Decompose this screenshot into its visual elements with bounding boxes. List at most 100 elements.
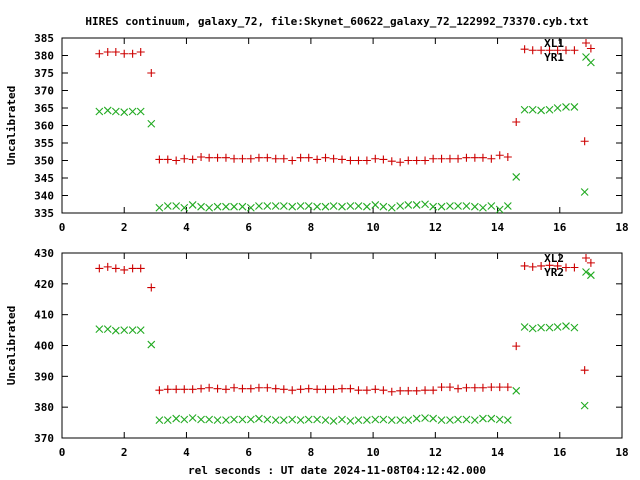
- data-point-xl2: [188, 385, 197, 394]
- x-tick-label-1: 8: [308, 221, 315, 234]
- data-point-xl2: [362, 386, 371, 395]
- x-tick-label-2: 4: [183, 446, 190, 459]
- data-point-yr1: [570, 103, 579, 111]
- data-point-xl1: [120, 49, 129, 58]
- data-point-xl1: [570, 46, 579, 55]
- data-point-yr2: [213, 416, 222, 425]
- data-point-xl2: [304, 384, 313, 393]
- data-point-yr1: [222, 202, 230, 211]
- data-point-xl2: [429, 386, 438, 395]
- data-point-xl2: [462, 383, 471, 392]
- data-point-yr1: [111, 107, 120, 116]
- data-point-xl2: [230, 383, 239, 392]
- legend-marker-xl1: [582, 39, 590, 47]
- data-point-yr1: [188, 201, 197, 209]
- data-point-yr2: [371, 415, 380, 424]
- data-point-xl2: [512, 342, 521, 351]
- data-point-yr1: [346, 202, 355, 210]
- x-tick-label-1: 6: [245, 221, 252, 234]
- data-point-yr1: [338, 202, 346, 211]
- data-point-yr2: [479, 414, 487, 423]
- data-point-xl1: [387, 157, 396, 166]
- data-point-yr2: [462, 415, 471, 424]
- data-point-xl1: [163, 155, 172, 164]
- plot-panels: 0 2 4 6 8 10 12 14 16 18 335 340 345 350 355 360 365 370 3…: [5, 32, 629, 459]
- x-tick-label-2: 2: [121, 446, 128, 459]
- data-point-yr1: [437, 202, 446, 211]
- data-point-yr2: [288, 415, 297, 424]
- data-point-yr1: [95, 107, 104, 116]
- data-point-yr1: [197, 202, 205, 211]
- data-point-xl2: [197, 384, 206, 393]
- data-point-yr2: [429, 414, 438, 423]
- data-point-xl1: [128, 49, 137, 58]
- data-point-yr2: [412, 414, 421, 423]
- data-point-yr1: [288, 202, 297, 211]
- data-point-yr1: [230, 202, 238, 211]
- data-point-xl1: [155, 155, 164, 164]
- data-point-yr2: [128, 326, 137, 334]
- data-point-xl2: [120, 265, 129, 274]
- x-tick-label-2: 14: [491, 446, 505, 459]
- data-point-xl1: [354, 156, 363, 165]
- data-point-yr1: [495, 205, 504, 214]
- data-point-xl2: [503, 383, 512, 392]
- data-point-yr2: [172, 414, 181, 423]
- y-tick-label-1: 350: [34, 155, 54, 168]
- data-point-xl1: [254, 153, 263, 162]
- data-point-xl1: [296, 153, 305, 162]
- data-point-yr2: [271, 416, 280, 425]
- data-point-xl2: [155, 386, 164, 395]
- data-point-xl2: [404, 386, 413, 395]
- data-point-yr1: [172, 202, 181, 210]
- data-point-xl1: [412, 156, 421, 165]
- data-point-xl1: [238, 154, 247, 163]
- data-point-yr2: [103, 325, 112, 334]
- data-point-yr2: [188, 414, 197, 422]
- y-tick-label-2: 410: [34, 309, 54, 322]
- data-point-yr1: [155, 203, 164, 212]
- data-point-yr1: [263, 202, 272, 210]
- data-point-xl2: [553, 261, 562, 270]
- data-point-xl1: [429, 154, 438, 163]
- y-tick-label-1: 365: [34, 102, 54, 115]
- y-tick-label-2: 380: [34, 401, 54, 414]
- data-point-yr1: [545, 105, 554, 114]
- data-point-xl1: [586, 44, 595, 53]
- data-point-xl1: [213, 153, 222, 162]
- data-point-yr1: [371, 201, 380, 209]
- data-point-xl2: [371, 385, 380, 394]
- y-tick-label-2: 400: [34, 340, 54, 353]
- data-point-yr2: [155, 416, 164, 425]
- data-point-yr1: [470, 202, 479, 211]
- x-tick-label-1: 4: [183, 221, 190, 234]
- data-point-yr2: [587, 271, 595, 280]
- legend-label-xl2: XL2: [544, 252, 564, 265]
- data-point-yr2: [197, 415, 205, 424]
- data-point-xl2: [321, 385, 330, 394]
- y-tick-label-1: 345: [34, 172, 54, 185]
- data-point-xl2: [238, 384, 247, 393]
- data-point-xl2: [445, 383, 454, 392]
- data-point-yr1: [412, 201, 421, 209]
- data-point-yr2: [454, 415, 462, 424]
- data-point-yr2: [379, 415, 388, 424]
- legend-marker-xl2: [582, 254, 590, 262]
- data-point-yr1: [528, 105, 537, 114]
- data-point-xl2: [180, 385, 189, 394]
- data-point-xl1: [580, 137, 589, 146]
- data-point-yr1: [354, 202, 363, 210]
- series-yr2: [95, 271, 595, 425]
- data-point-xl1: [230, 154, 239, 163]
- data-point-yr1: [404, 201, 413, 209]
- data-point-xl2: [329, 385, 338, 394]
- legend-marker-yr1: [582, 53, 590, 61]
- data-point-yr2: [296, 416, 305, 425]
- data-point-yr1: [503, 202, 512, 210]
- data-point-xl1: [512, 118, 521, 126]
- data-point-xl1: [197, 153, 206, 161]
- data-point-yr2: [470, 416, 479, 425]
- x-tick-label-1: 16: [553, 221, 567, 234]
- data-point-yr2: [329, 417, 338, 425]
- y-tick-label-2: 430: [34, 247, 54, 260]
